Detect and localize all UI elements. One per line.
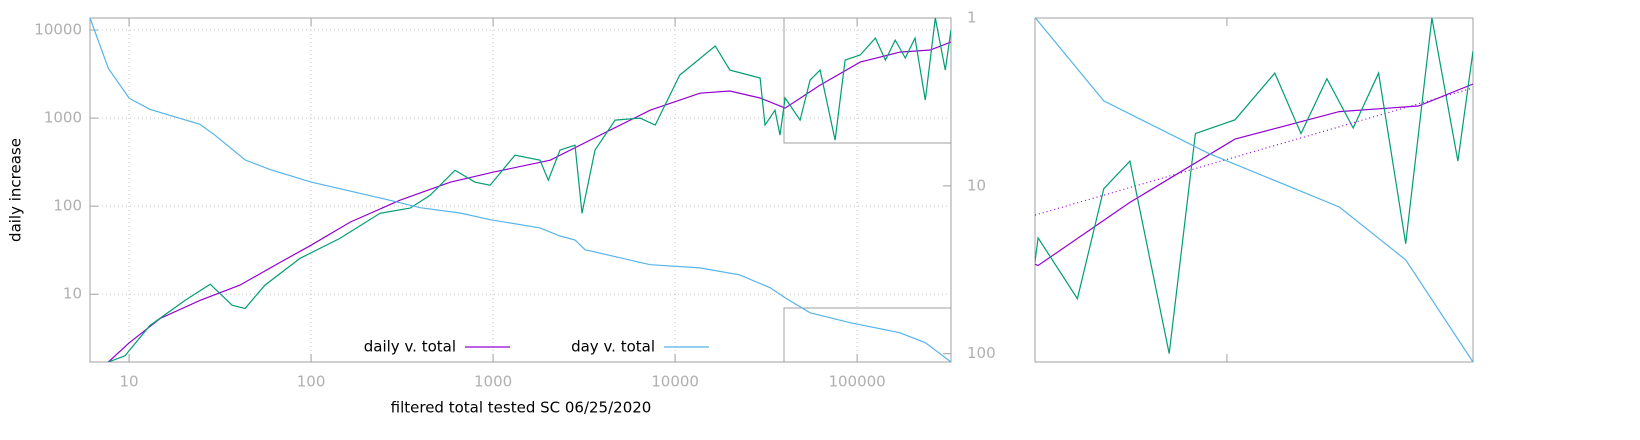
x-tick-label: 1000: [474, 373, 512, 391]
x-axis-label: filtered total tested SC 06/25/2020: [391, 399, 652, 417]
y-tick-label: 1000: [44, 109, 82, 127]
y-tick-label: 100: [53, 197, 82, 215]
legend-label: day v. total: [571, 338, 655, 356]
line: [90, 18, 951, 362]
y-axis-label: daily increase: [7, 138, 25, 242]
zoom-marker: [783, 307, 952, 363]
zoom-marker: [783, 17, 952, 144]
y-tick-label: 10000: [34, 21, 82, 39]
line: [1035, 83, 1473, 267]
y2-tick-label: 10: [967, 176, 986, 194]
line: [1035, 18, 1473, 362]
y-tick-label: 10: [63, 285, 82, 303]
x-tick-label: 100000: [828, 373, 885, 391]
y2-tick-label: 1: [967, 9, 977, 27]
line: [107, 41, 951, 362]
x-tick-label: 10000: [651, 373, 699, 391]
line: [1035, 87, 1473, 216]
line: [1035, 18, 1473, 354]
x-tick-label: 100: [297, 373, 326, 391]
legend-label: daily v. total: [364, 338, 456, 356]
plot-frame: [89, 17, 952, 363]
y2-tick-label: 100: [967, 344, 996, 362]
inset-frame: [1034, 17, 1474, 363]
x-tick-label: 10: [120, 373, 139, 391]
line: [108, 18, 951, 362]
